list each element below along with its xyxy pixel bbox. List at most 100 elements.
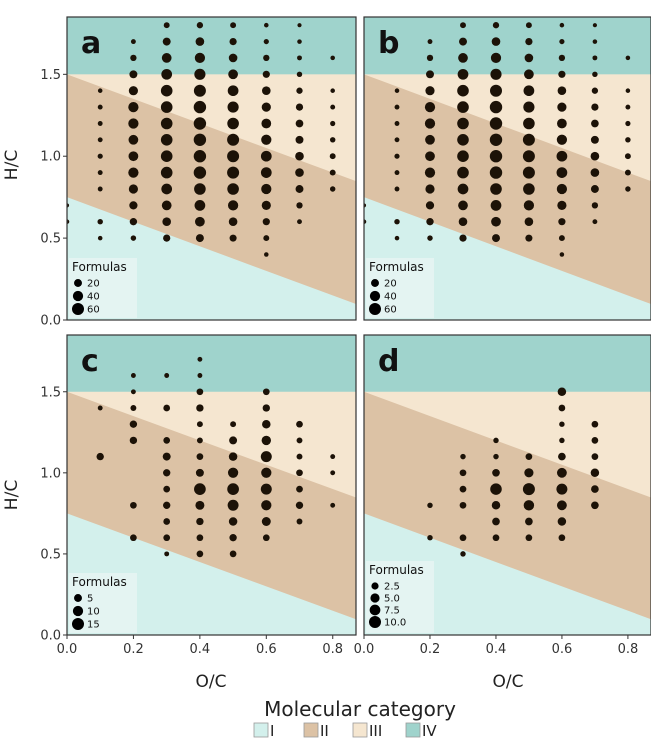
data-point — [522, 133, 535, 146]
data-point — [195, 234, 204, 243]
data-point — [523, 200, 535, 211]
data-point — [262, 419, 271, 429]
x-tick-label: 0.8 — [322, 642, 343, 657]
data-point — [163, 234, 171, 242]
data-point — [296, 469, 303, 477]
data-point — [228, 217, 238, 226]
region-IV — [364, 17, 651, 75]
data-point — [424, 167, 436, 178]
x-tick-label: 0.0 — [354, 642, 375, 657]
data-point — [394, 170, 400, 176]
data-point — [525, 534, 533, 542]
x-tick-label: 0.4 — [486, 642, 507, 657]
data-point — [196, 550, 204, 558]
data-point — [625, 137, 631, 143]
category-legend-item: I — [253, 722, 274, 740]
region-I — [67, 513, 356, 635]
category-swatch — [253, 722, 269, 738]
data-point — [193, 84, 206, 97]
data-point — [592, 219, 598, 225]
data-point — [558, 54, 566, 62]
data-point — [523, 85, 535, 97]
data-point — [163, 518, 171, 525]
data-point — [558, 534, 566, 542]
data-point — [162, 452, 171, 461]
data-point — [457, 84, 469, 97]
data-point — [97, 405, 103, 411]
data-point — [227, 133, 240, 146]
data-point — [164, 551, 170, 557]
data-point — [193, 100, 207, 114]
data-point — [559, 421, 565, 427]
data-point — [459, 469, 467, 477]
data-point — [193, 166, 207, 179]
data-point — [160, 134, 173, 146]
data-point — [161, 200, 172, 211]
data-point — [556, 467, 567, 478]
data-point — [161, 68, 173, 80]
data-point — [525, 234, 533, 242]
data-point — [591, 103, 599, 111]
data-point — [524, 217, 534, 226]
data-point — [227, 101, 239, 113]
data-point — [558, 452, 566, 461]
y-axis-title-bottom: H/C — [2, 480, 22, 510]
data-point — [193, 117, 207, 130]
size-legend-label: 2.5 — [384, 582, 400, 593]
category-legend: I II III IV — [253, 722, 437, 740]
data-point — [330, 120, 336, 127]
data-point — [523, 101, 535, 113]
data-point — [130, 389, 136, 395]
data-point — [558, 70, 566, 78]
size-legend-label: 20 — [87, 279, 100, 290]
data-point — [493, 437, 499, 444]
data-point — [457, 150, 469, 162]
data-point — [194, 483, 206, 495]
data-point — [196, 534, 204, 542]
category-regions — [364, 17, 651, 320]
data-point — [522, 483, 535, 496]
data-point — [424, 118, 436, 129]
data-point — [193, 150, 207, 163]
data-point — [297, 39, 302, 44]
size-legend-key — [371, 279, 379, 287]
data-point — [97, 88, 103, 93]
data-point — [330, 470, 336, 476]
data-point — [194, 52, 206, 64]
data-point — [523, 117, 535, 130]
data-point — [591, 437, 599, 444]
data-point — [196, 404, 204, 412]
data-point — [591, 485, 599, 493]
size-legend-key — [74, 279, 82, 287]
data-point — [330, 502, 336, 508]
size-legend-label: 7.5 — [384, 606, 400, 617]
data-point — [262, 388, 270, 396]
data-point — [130, 405, 137, 411]
data-point — [261, 435, 272, 446]
data-point — [427, 502, 433, 509]
data-point — [161, 183, 173, 195]
panel-b: b Formulas 20 40 60 — [363, 16, 651, 321]
data-point — [523, 500, 535, 511]
x-axis-title-left: O/C — [196, 672, 227, 692]
data-point — [489, 117, 503, 130]
data-point — [558, 404, 566, 412]
data-point — [556, 183, 568, 195]
data-point — [262, 404, 270, 412]
data-point — [128, 167, 139, 178]
data-point — [524, 53, 534, 63]
x-tick-label: 0.6 — [552, 642, 573, 657]
data-point — [97, 104, 103, 110]
data-point — [489, 133, 503, 146]
panel-label: c — [81, 344, 99, 379]
data-point — [128, 101, 139, 113]
category-label: IV — [422, 722, 437, 740]
data-point — [394, 186, 400, 192]
data-point — [460, 551, 466, 557]
x-tick-label: 0.6 — [256, 642, 277, 657]
x-tick-label: 0.8 — [618, 642, 639, 657]
data-point — [161, 53, 172, 63]
data-point — [426, 54, 434, 62]
size-legend-title: Formulas — [72, 260, 127, 274]
